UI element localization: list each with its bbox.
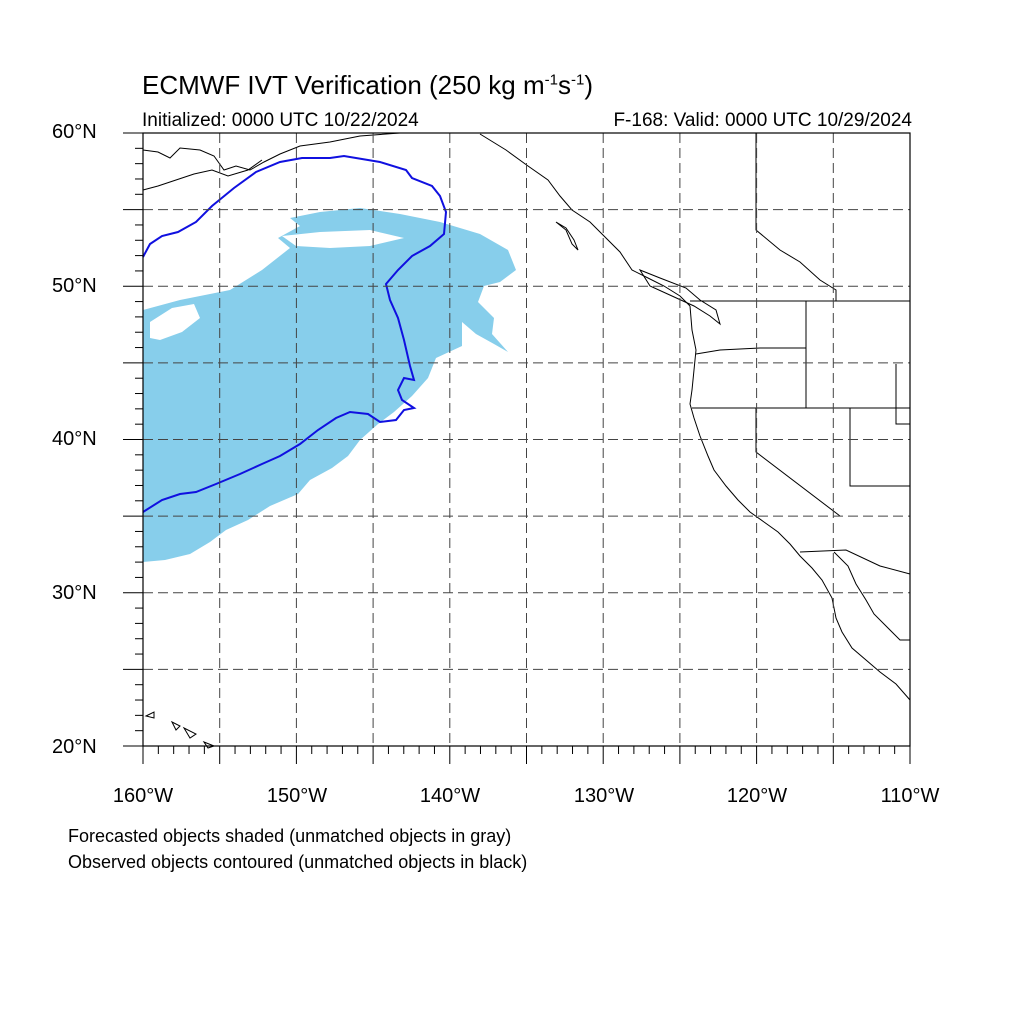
lat-label-50: 50°N xyxy=(52,275,97,297)
ca-nv-border xyxy=(755,408,841,517)
boundaries xyxy=(690,133,911,575)
initialized-time: Initialized: 0000 UTC 10/22/2024 xyxy=(142,110,419,131)
us-mexico-border xyxy=(799,549,911,575)
valid-time: F-168: Valid: 0000 UTC 10/29/2024 xyxy=(613,110,912,131)
lat-label-20: 20°N xyxy=(52,736,97,758)
alaska-coast xyxy=(142,132,401,171)
lat-label-40: 40°N xyxy=(52,428,97,450)
lon-label-120w: 120°W xyxy=(726,785,788,807)
forecast-note: Forecasted objects shaded (unmatched obj… xyxy=(68,826,512,846)
washington-oregon-border xyxy=(695,347,806,355)
lon-label-130w: 130°W xyxy=(573,785,635,807)
lat-label-60: 60°N xyxy=(52,121,97,143)
lon-label-140w: 140°W xyxy=(419,785,481,807)
lon-label-160w: 160°W xyxy=(112,785,174,807)
haida-gwaii-coast xyxy=(555,221,579,251)
us-west-coast xyxy=(689,305,911,701)
lon-label-110w: 110°W xyxy=(880,785,940,807)
observed-contour xyxy=(142,154,448,513)
graticule xyxy=(143,133,910,746)
lat-label-30: 30°N xyxy=(52,582,97,604)
utah-border xyxy=(895,364,910,425)
forecast-object xyxy=(143,208,516,562)
se-alaska-bc-coast xyxy=(479,133,691,307)
lon-label-150w: 150°W xyxy=(266,785,328,807)
observed-note: Observed objects contoured (unmatched ob… xyxy=(68,852,528,872)
alaska-peninsula-coast xyxy=(142,159,263,191)
map-title: ECMWF IVT Verification (250 kg m-1s-1) xyxy=(142,70,593,100)
coastlines xyxy=(142,132,911,701)
map-frame xyxy=(142,132,911,747)
nv-az-border xyxy=(849,408,910,487)
hawaii-islands xyxy=(144,711,216,749)
axis-ticks xyxy=(123,132,911,764)
baja-gulf-coast xyxy=(833,551,910,641)
vancouver-island-coast xyxy=(638,268,721,326)
canada-us-border xyxy=(690,133,837,302)
